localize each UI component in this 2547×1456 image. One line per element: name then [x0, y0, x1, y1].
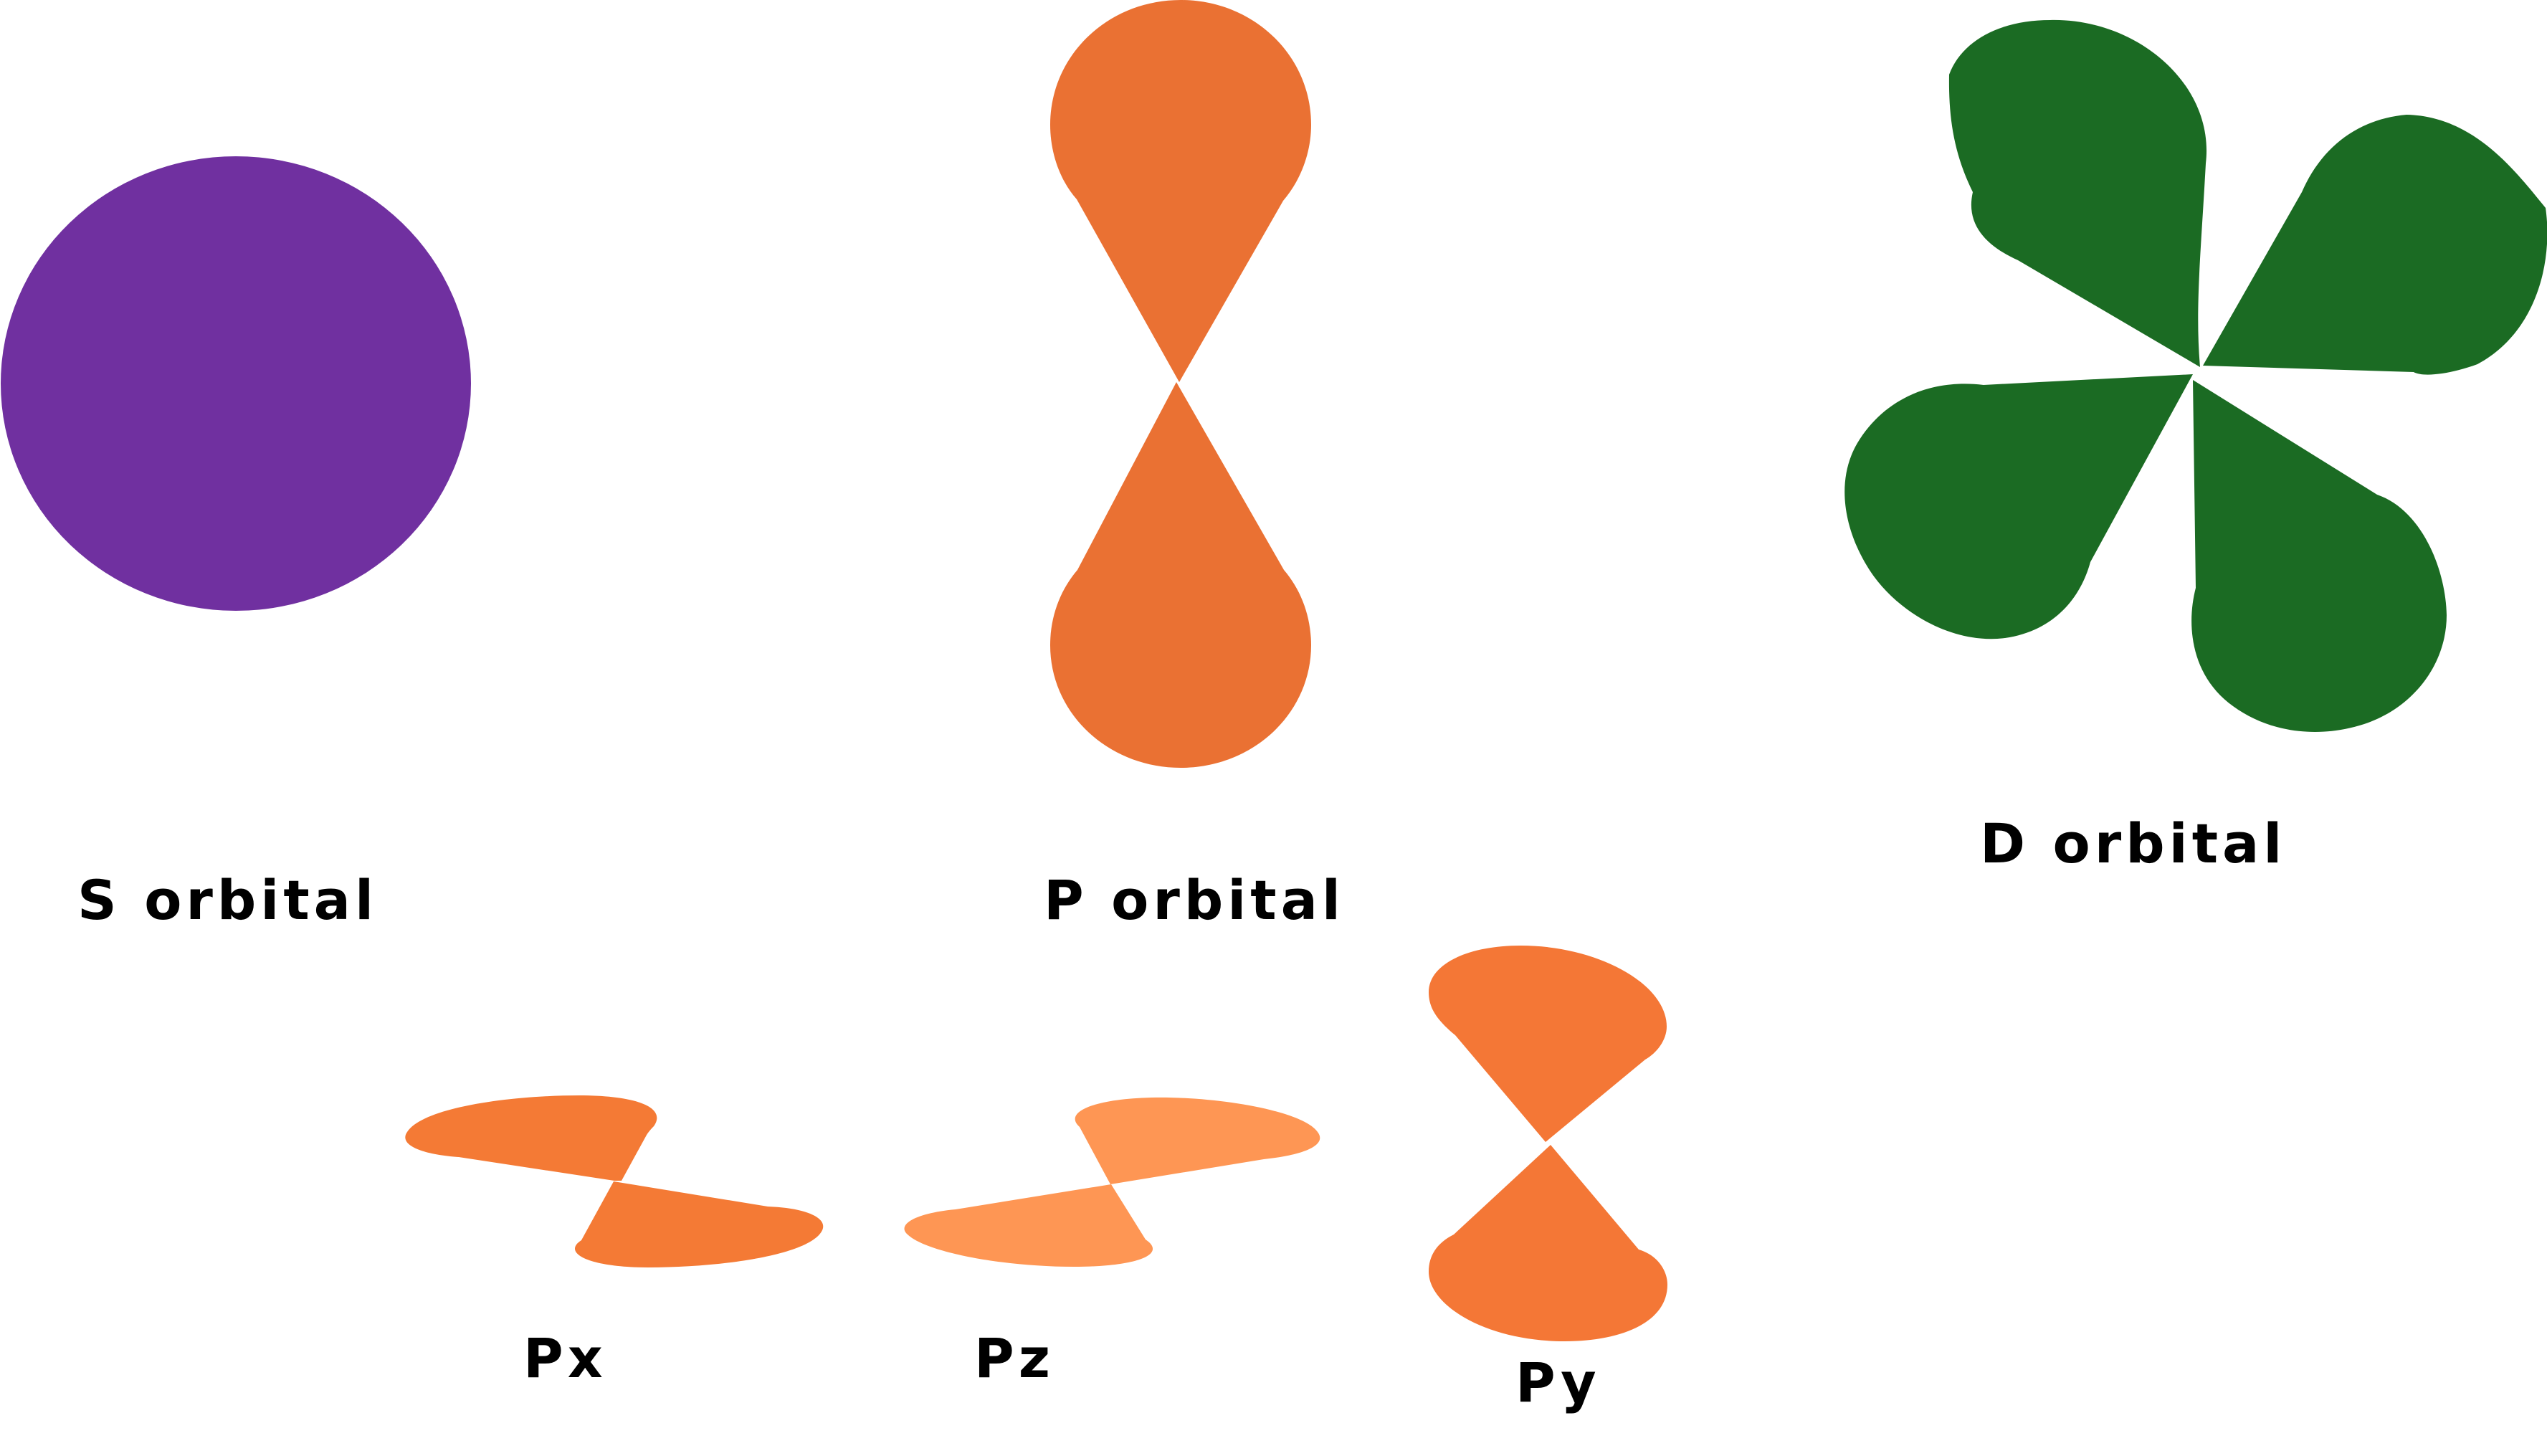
p-orbital-shape [1050, 0, 1311, 768]
d-orbital-lobe-lower-left [1844, 374, 2193, 639]
d-orbital-shape [1844, 19, 2547, 732]
s-orbital-label: S orbital [77, 868, 378, 932]
pz-label: Pz [974, 1326, 1054, 1390]
d-orbital-lobe-upper-right [2203, 115, 2547, 375]
py-orbital-upper-lobe [1429, 946, 1667, 1142]
px-orbital-right-lobe [574, 1181, 824, 1267]
s-orbital-shape [1, 156, 471, 611]
s-orbital-sphere [1, 156, 471, 611]
p-orbital-upper-lobe [1050, 0, 1311, 382]
pz-orbital-shape [904, 1097, 1320, 1267]
px-orbital-left-lobe [405, 1095, 657, 1181]
py-label: Py [1515, 1351, 1601, 1414]
px-orbital-shape [405, 1095, 824, 1267]
py-orbital-shape [1429, 946, 1667, 1341]
p-orbital-label: P orbital [1044, 868, 1345, 932]
d-orbital-label: D orbital [1980, 812, 2286, 875]
p-orbital-lower-lobe [1050, 382, 1311, 768]
d-orbital-lobe-lower-right [2191, 380, 2447, 732]
pz-orbital-right-lobe [1075, 1097, 1320, 1184]
px-label: Px [523, 1326, 607, 1390]
d-orbital-lobe-upper-left [1948, 19, 2207, 367]
py-orbital-lower-lobe [1429, 1145, 1667, 1341]
pz-orbital-left-lobe [904, 1184, 1153, 1267]
